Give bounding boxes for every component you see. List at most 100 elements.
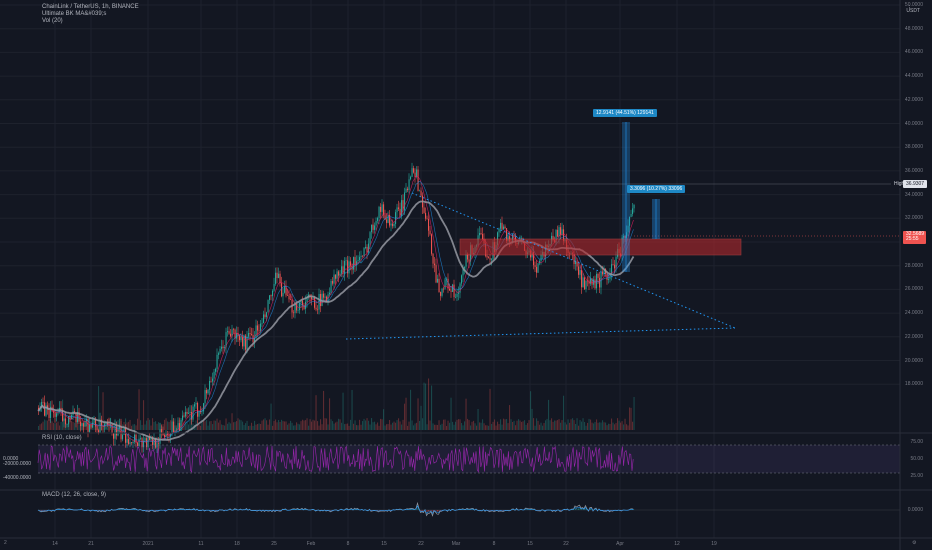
volume-bar bbox=[363, 418, 365, 430]
volume-bar bbox=[203, 420, 205, 430]
volume-bar bbox=[467, 418, 469, 430]
candle-body bbox=[276, 272, 278, 278]
volume-bar bbox=[339, 419, 341, 430]
candle-body bbox=[135, 434, 137, 443]
volume-bar bbox=[443, 419, 445, 430]
candle-body bbox=[261, 322, 263, 324]
volume-bar bbox=[53, 423, 55, 430]
price-tick-label: 46.0000 bbox=[904, 49, 923, 56]
symbol-title[interactable]: ChainLink / TetherUS, 1h, BINANCE bbox=[42, 4, 139, 10]
candle-body bbox=[423, 207, 425, 213]
macd-histogram-bar bbox=[462, 509, 464, 510]
candle-body bbox=[597, 273, 599, 278]
volume-bar bbox=[263, 419, 265, 430]
candle-body bbox=[285, 286, 287, 296]
volume-bar bbox=[329, 398, 331, 430]
price-tick-label: 48.0000 bbox=[904, 25, 923, 32]
volume-bar bbox=[56, 422, 58, 430]
volume-bar bbox=[378, 425, 380, 430]
volume-bar bbox=[413, 425, 415, 430]
ma-indicator-legend[interactable]: Ultimate BK MA&#039;s bbox=[42, 11, 107, 17]
gear-icon[interactable]: ⚙ bbox=[912, 540, 917, 546]
candle-body bbox=[248, 333, 250, 337]
candle-body bbox=[180, 419, 182, 431]
candle-body bbox=[462, 268, 464, 276]
macd-histogram-bar bbox=[302, 509, 303, 510]
candle-body bbox=[365, 246, 367, 249]
volume-bar bbox=[84, 424, 86, 430]
measure-tag-small[interactable]: 3.3096 (10.27%) 33096 bbox=[627, 185, 686, 193]
macd-histogram-bar bbox=[612, 510, 614, 511]
candle-body bbox=[63, 418, 65, 421]
candle-body bbox=[504, 226, 506, 229]
time-tick-label: 8 bbox=[346, 541, 350, 547]
volume-bar bbox=[126, 422, 128, 430]
time-tick-label: 12 bbox=[674, 541, 680, 547]
candle-body bbox=[378, 206, 380, 218]
volume-bar bbox=[261, 420, 263, 430]
volume-bar bbox=[200, 425, 202, 430]
price-candles[interactable] bbox=[38, 162, 635, 453]
settings-icon[interactable]: ⋮ bbox=[906, 5, 913, 12]
volume-bar bbox=[345, 423, 347, 430]
volume-bar bbox=[207, 425, 209, 430]
candle-body bbox=[77, 411, 79, 423]
resistance-zone[interactable] bbox=[459, 238, 742, 256]
volume-bar bbox=[534, 425, 536, 430]
candle-body bbox=[212, 378, 214, 382]
macd-title[interactable]: MACD (12, 26, close, 9) bbox=[42, 492, 107, 498]
candle-body bbox=[587, 280, 589, 282]
macd-histogram-bar bbox=[527, 509, 528, 510]
candle-body bbox=[296, 304, 298, 311]
candle-body bbox=[443, 288, 445, 290]
support-trendline[interactable] bbox=[345, 327, 736, 340]
volume-bar bbox=[246, 420, 248, 430]
volume-indicator-legend[interactable]: Vol (20) bbox=[42, 18, 63, 24]
candle-body bbox=[468, 259, 470, 262]
currency-label[interactable]: USDT bbox=[906, 8, 920, 14]
volume-bar bbox=[629, 407, 631, 430]
macd-histogram-bar bbox=[426, 510, 428, 513]
timezone-button[interactable]: 2 bbox=[4, 540, 7, 546]
candle-body bbox=[594, 279, 596, 289]
macd-histogram-bar bbox=[155, 510, 156, 511]
candle-body bbox=[399, 208, 401, 217]
candle-body bbox=[560, 227, 562, 235]
volume-bar bbox=[515, 425, 517, 430]
macd-histogram-bar bbox=[104, 510, 105, 511]
candle-body bbox=[599, 277, 601, 288]
volume-bar bbox=[47, 420, 49, 430]
candle-body bbox=[95, 419, 97, 427]
candle-body bbox=[513, 235, 515, 237]
volume-bar bbox=[426, 424, 428, 430]
volume-bar bbox=[464, 421, 466, 430]
volume-bar bbox=[401, 424, 403, 430]
volume-bar bbox=[449, 422, 451, 430]
volume-bar bbox=[509, 405, 511, 430]
volume-bar bbox=[98, 386, 100, 430]
time-tick-label: 14 bbox=[52, 541, 58, 547]
volume-bar bbox=[78, 425, 80, 430]
volume-bar bbox=[383, 409, 385, 430]
candle-body bbox=[450, 290, 452, 292]
volume-bar bbox=[368, 420, 370, 430]
macd-histogram-bar bbox=[410, 509, 411, 510]
rsi-title[interactable]: RSI (10, close) bbox=[42, 435, 82, 441]
volume-bar bbox=[230, 423, 232, 430]
candle-body bbox=[362, 255, 364, 257]
measure-tag-large[interactable]: 12.9141 (44.51%) 129141 bbox=[593, 109, 657, 117]
candle-body bbox=[69, 415, 71, 420]
candle-body bbox=[267, 300, 269, 313]
candle-body bbox=[357, 260, 359, 262]
volume-bar bbox=[198, 424, 200, 430]
macd-pane[interactable] bbox=[37, 501, 900, 517]
candle-body bbox=[293, 312, 295, 314]
volume-bar bbox=[618, 420, 620, 430]
candle-body bbox=[164, 434, 166, 437]
macd-histogram-bar bbox=[411, 509, 413, 510]
drawing-tools[interactable] bbox=[345, 122, 900, 340]
volume-bar bbox=[113, 422, 115, 430]
rsi-pane[interactable] bbox=[37, 444, 900, 474]
